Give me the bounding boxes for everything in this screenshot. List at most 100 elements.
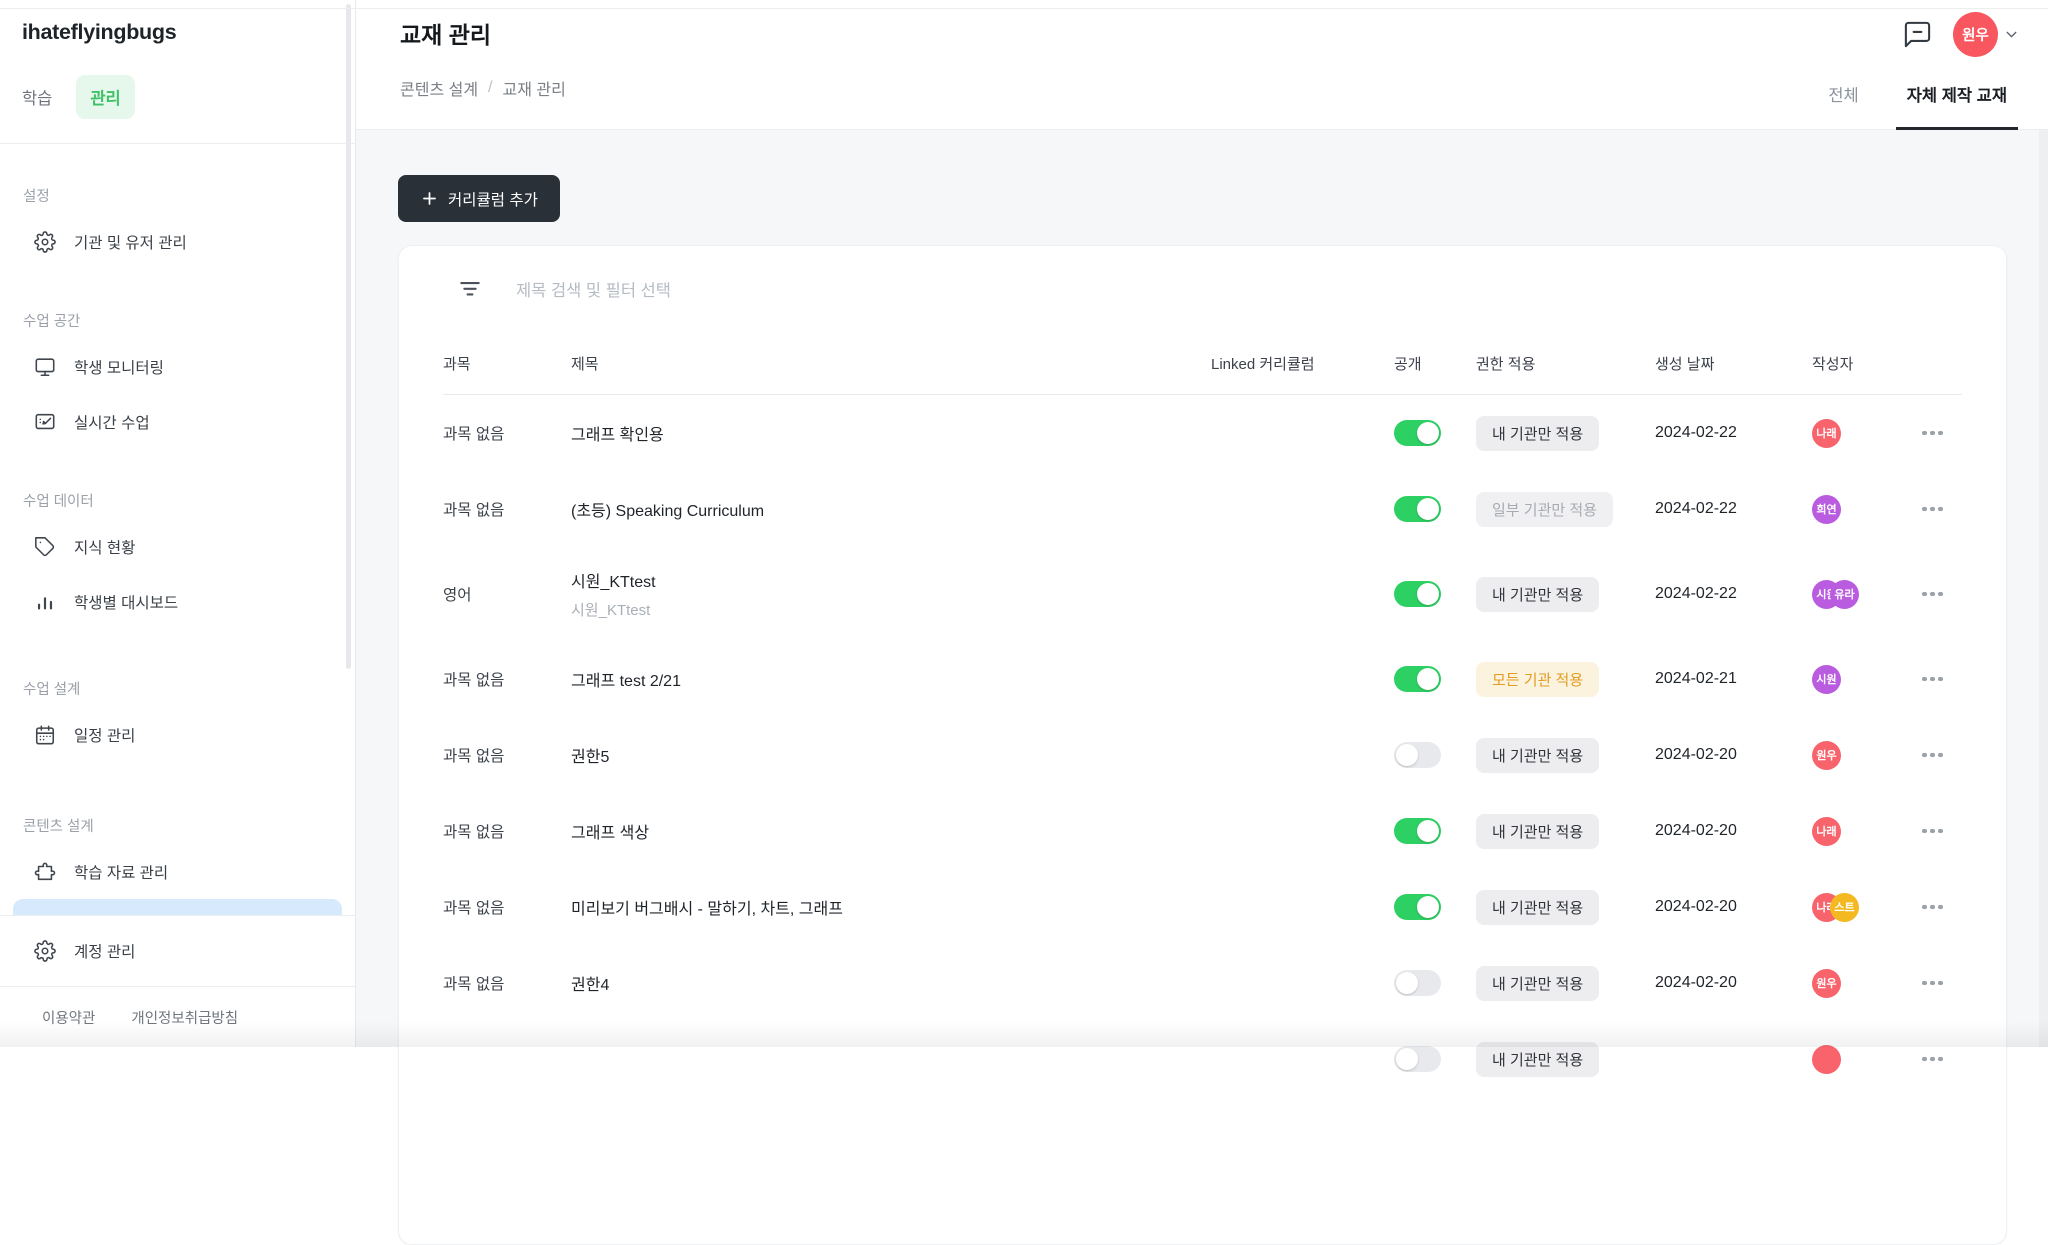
sidebar-item[interactable]: 실시간 수업 (0, 394, 355, 449)
sidebar-item-account[interactable]: 계정 관리 (0, 924, 355, 979)
sidebar-section-label: 수업 설계 (23, 681, 81, 698)
user-menu[interactable]: 원우 (1953, 12, 2020, 57)
title-cell[interactable]: 그래프 색상 (571, 819, 1211, 843)
sidebar-item-label: 지식 현황 (74, 539, 136, 557)
more-menu-button[interactable] (1920, 899, 1962, 916)
curriculum-title: 권한5 (571, 749, 610, 766)
view-tab[interactable]: 전체 (1828, 86, 1859, 105)
column-header: 작성자 (1812, 355, 1854, 373)
title-cell[interactable]: 권한5 (571, 743, 1211, 767)
subject-cell: 과목 없음 (443, 672, 505, 689)
subject-cell: 과목 없음 (443, 502, 505, 519)
chevron-down-icon (2003, 26, 2020, 43)
public-toggle[interactable] (1394, 420, 1441, 446)
sidebar-item[interactable]: 학생 모니터링 (0, 339, 355, 394)
more-menu-button[interactable] (1920, 501, 1962, 518)
column-header: Linked 커리큘럼 (1211, 355, 1315, 373)
more-menu-button[interactable] (1920, 586, 1962, 603)
main-scrollbar[interactable] (2039, 130, 2048, 1047)
account-section: 계정 관리 (0, 916, 355, 986)
curriculum-title: 권한4 (571, 977, 610, 994)
curriculum-title: 시원_KTtest (571, 574, 656, 591)
permission-badge: 내 기관만 적용 (1476, 813, 1600, 849)
sidebar-item[interactable]: 학생별 대시보드 (0, 574, 355, 629)
more-menu-button[interactable] (1920, 747, 1962, 764)
sidebar-item[interactable]: 일정 관리 (0, 707, 355, 762)
monitor-icon (34, 356, 56, 378)
sidebar-sections: 설정 기관 및 유저 관리 수업 공간 학생 모니터링 실시간 수업 수업 데이터 지식 현… (0, 184, 355, 954)
sidebar-item-label: 학생 모니터링 (74, 359, 164, 377)
author-avatars: 시원 (1812, 664, 1920, 694)
sidebar-section-label: 수업 공간 (23, 313, 81, 330)
chat-bubble-icon[interactable] (1902, 19, 1933, 50)
author-avatar: 나래 (1812, 418, 1841, 448)
more-menu-button[interactable] (1920, 975, 1962, 992)
title-cell[interactable]: (초등) Speaking Curriculum (571, 497, 1211, 521)
author-avatars: 시원 유라 (1812, 579, 1920, 609)
add-curriculum-button[interactable]: 커리큘럼 추가 (398, 175, 560, 222)
sidebar-item-label: 학습 자료 관리 (74, 864, 169, 882)
actions-cell (1920, 501, 1962, 518)
calendar-icon (34, 724, 56, 746)
sidebar-section-label: 설정 (23, 188, 50, 205)
sidebar-bottom-panel: 계정 관리 이용약관 개인정보취급방침 (0, 915, 355, 1047)
mode-tab[interactable]: 관리 (76, 75, 135, 119)
toggle-knob (1396, 744, 1418, 766)
breadcrumb-item[interactable]: 교재 관리 (502, 82, 566, 99)
actions-cell (1920, 747, 1962, 764)
sidebar-item[interactable]: 학습 자료 관리 (0, 844, 355, 899)
public-cell (1394, 496, 1476, 522)
public-toggle[interactable] (1394, 742, 1441, 768)
public-cell (1394, 420, 1476, 446)
permission-cell: 내 기관만 적용 (1476, 576, 1655, 612)
puzzle-icon (34, 861, 56, 883)
curriculum-title: 그래프 확인용 (571, 427, 664, 444)
toggle-knob (1417, 896, 1439, 918)
public-toggle[interactable] (1394, 894, 1441, 920)
table-row: 과목 없음 그래프 test 2/21 모든 기관 적용 2024-02-21 시원 (443, 641, 1962, 717)
sidebar-section: 수업 데이터 지식 현황 학생별 대시보드 (0, 489, 355, 629)
sidebar-scrollbar[interactable] (346, 4, 351, 669)
breadcrumb-item[interactable]: 콘텐츠 설계 (400, 82, 479, 99)
sidebar-item[interactable]: 지식 현황 (0, 519, 355, 574)
more-menu-button[interactable] (1920, 1051, 1962, 1068)
title-cell[interactable]: 그래프 test 2/21 (571, 667, 1211, 691)
public-toggle[interactable] (1394, 496, 1441, 522)
public-toggle[interactable] (1394, 818, 1441, 844)
title-cell[interactable]: 권한4 (571, 971, 1211, 995)
public-toggle[interactable] (1394, 1046, 1441, 1072)
sidebar-item-label: 실시간 수업 (74, 414, 150, 432)
footer-link[interactable]: 개인정보취급방침 (131, 1011, 239, 1027)
sidebar-item-label: 일정 관리 (74, 727, 136, 745)
view-tabs: 전체 자체 제작 교재 (1791, 74, 2018, 130)
table-row: 과목 없음 권한4 내 기관만 적용 2024-02-20 원우 (443, 945, 1962, 1021)
more-menu-button[interactable] (1920, 671, 1962, 688)
sidebar-item[interactable]: 기관 및 유저 관리 (0, 214, 355, 269)
public-toggle[interactable] (1394, 581, 1441, 607)
search-filter-input[interactable]: 제목 검색 및 필터 선택 (443, 246, 1962, 332)
more-menu-button[interactable] (1920, 823, 1962, 840)
title-cell[interactable]: 시원_KTtest 시원_KTtest (571, 568, 1211, 620)
main-area: 교재 관리 콘텐츠 설계 / 교재 관리 원우 전체 자체 제작 교재 (356, 0, 2048, 1245)
public-toggle[interactable] (1394, 970, 1441, 996)
more-menu-button[interactable] (1920, 425, 1962, 442)
author-avatars: 원우 (1812, 740, 1920, 770)
table-row: 과목 없음 권한5 내 기관만 적용 2024-02-20 원우 (443, 717, 1962, 793)
toggle-knob (1396, 972, 1418, 994)
title-cell[interactable]: 그래프 확인용 (571, 421, 1211, 445)
permission-cell: 내 기관만 적용 (1476, 889, 1655, 925)
public-toggle[interactable] (1394, 666, 1441, 692)
curriculum-title: (초등) Speaking Curriculum (571, 503, 765, 520)
author-avatar: 원우 (1812, 740, 1841, 770)
page-content: 커리큘럼 추가 제목 검색 및 필터 선택 과목 제목 Linked 커리큘럼 공개 권… (356, 130, 2048, 1245)
avatar[interactable]: 원우 (1953, 12, 1998, 57)
mode-tab[interactable]: 학습 (22, 90, 53, 108)
permission-badge: 내 기관만 적용 (1476, 576, 1600, 612)
footer-link[interactable]: 이용약관 (42, 1011, 96, 1027)
public-cell (1394, 742, 1476, 768)
permission-cell: 일부 기관만 적용 (1476, 491, 1655, 527)
title-cell[interactable]: 미리보기 버그배시 - 말하기, 차트, 그래프 (571, 895, 1211, 919)
view-tab[interactable]: 자체 제작 교재 (1895, 74, 2018, 130)
